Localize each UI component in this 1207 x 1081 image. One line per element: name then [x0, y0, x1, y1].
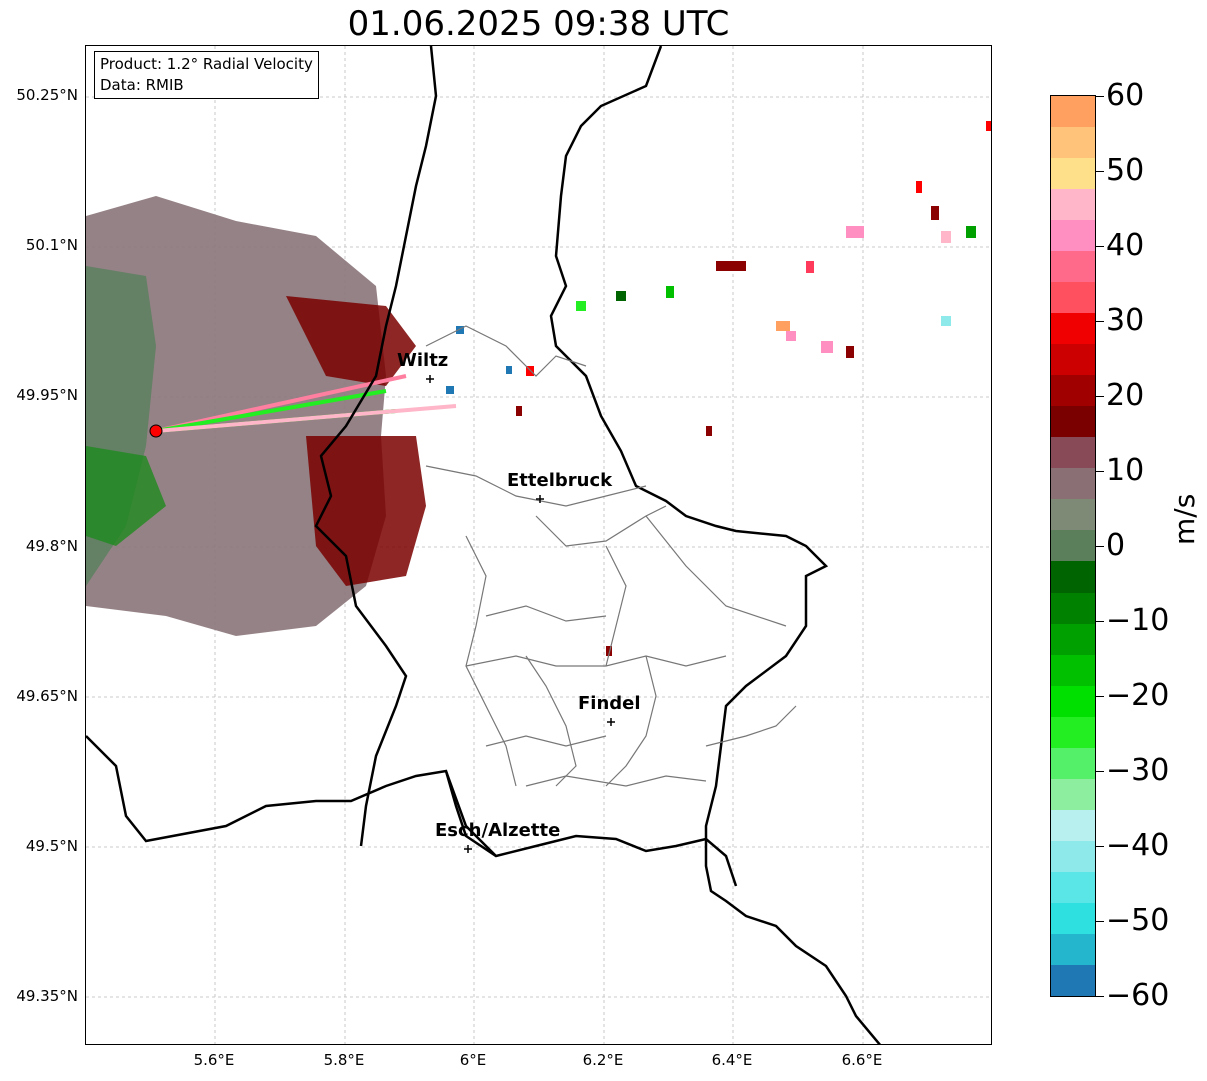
colorbar-segment: [1051, 623, 1095, 655]
lat-label: 49.95°N: [16, 386, 78, 404]
colorbar-segment: [1051, 499, 1095, 531]
map-title: 01.06.2025 09:38 UTC: [347, 4, 730, 44]
colorbar-segment: [1051, 468, 1095, 500]
city-label-wiltz: Wiltz: [397, 350, 449, 371]
lon-label: 6.2°E: [582, 1051, 624, 1069]
colorbar-tick: [1096, 171, 1104, 172]
colorbar-segment: [1051, 282, 1095, 314]
colorbar-tick-label: −20: [1106, 678, 1170, 713]
colorbar-tick: [1096, 96, 1104, 97]
colorbar-tick: [1096, 546, 1104, 547]
colorbar-segment: [1051, 685, 1095, 717]
colorbar-tick: [1096, 771, 1104, 772]
colorbar-tick-label: −10: [1106, 603, 1170, 638]
country-border: [444, 770, 497, 857]
colorbar-tick-label: 20: [1106, 378, 1145, 413]
city-label-ettelbruck: Ettelbruck: [507, 470, 613, 491]
colorbar-segment: [1051, 747, 1095, 779]
colorbar-segment: [1051, 592, 1095, 624]
colorbar-tick-label: −30: [1106, 753, 1170, 788]
country-border: [549, 46, 881, 1044]
colorbar-tick-label: 0: [1106, 528, 1126, 563]
city-label-findel: Findel: [578, 693, 641, 714]
colorbar-segment: [1051, 96, 1095, 128]
colorbar-segment: [1051, 840, 1095, 872]
lon-label: 6°E: [459, 1051, 487, 1069]
colorbar-tick: [1096, 621, 1104, 622]
data-source-label: Data: RMIB: [100, 76, 184, 94]
colorbar-segment: [1051, 220, 1095, 252]
radar-echoes-near: [86, 196, 457, 636]
colorbar-segment: [1051, 778, 1095, 810]
lon-label: 5.6°E: [193, 1051, 235, 1069]
colorbar-segment: [1051, 127, 1095, 159]
colorbar-segment: [1051, 406, 1095, 438]
country-border: [86, 735, 738, 887]
product-label: Product: 1.2° Radial Velocity: [100, 55, 313, 73]
city-markers: [426, 375, 615, 853]
lat-label: 50.1°N: [25, 236, 78, 254]
colorbar-segment: [1051, 809, 1095, 841]
lon-label: 6.4°E: [711, 1051, 753, 1069]
city-label-esch: Esch/Alzette: [435, 820, 561, 841]
colorbar-segment: [1051, 964, 1095, 996]
colorbar-segment: [1051, 654, 1095, 686]
country-border: [314, 46, 438, 847]
colorbar-tick: [1096, 246, 1104, 247]
colorbar-tick: [1096, 396, 1104, 397]
lat-label: 49.35°N: [16, 987, 78, 1005]
product-info-box: Product: 1.2° Radial Velocity Data: RMIB: [94, 51, 319, 99]
colorbar-tick-label: −50: [1106, 903, 1170, 938]
colorbar-segment: [1051, 871, 1095, 903]
colorbar-tick-label: −60: [1106, 978, 1170, 1013]
colorbar-segment: [1051, 530, 1095, 562]
map-canvas: [86, 46, 991, 1044]
colorbar-tick-label: 10: [1106, 453, 1145, 488]
colorbar-segment: [1051, 902, 1095, 934]
lon-label: 5.8°E: [323, 1051, 365, 1069]
colorbar-segment: [1051, 344, 1095, 376]
lat-label: 50.25°N: [16, 86, 78, 104]
lat-label: 49.65°N: [16, 687, 78, 705]
colorbar-unit-label: m/s: [1168, 493, 1201, 545]
radar-site-marker[interactable]: [149, 424, 163, 438]
colorbar-tick: [1096, 696, 1104, 697]
radar-map[interactable]: [85, 45, 992, 1045]
colorbar-segment: [1051, 313, 1095, 345]
colorbar-tick: [1096, 846, 1104, 847]
colorbar-tick: [1096, 996, 1104, 997]
colorbar-segment: [1051, 437, 1095, 469]
colorbar-segment: [1051, 158, 1095, 190]
colorbar-tick-label: 50: [1106, 153, 1145, 188]
radar-echoes-far: [446, 121, 991, 656]
colorbar-tick-label: 60: [1106, 78, 1145, 113]
colorbar-segment: [1051, 933, 1095, 965]
colorbar-tick: [1096, 921, 1104, 922]
colorbar-tick-label: 40: [1106, 228, 1145, 263]
canton-boundaries: [425, 325, 797, 787]
colorbar-segment: [1051, 716, 1095, 748]
colorbar-tick-label: 30: [1106, 303, 1145, 338]
colorbar: [1050, 95, 1096, 997]
colorbar-segment: [1051, 561, 1095, 593]
colorbar-tick: [1096, 321, 1104, 322]
lat-label: 49.8°N: [25, 537, 78, 555]
colorbar-segment: [1051, 251, 1095, 283]
colorbar-tick: [1096, 471, 1104, 472]
colorbar-tick-label: −40: [1106, 828, 1170, 863]
lon-label: 6.6°E: [841, 1051, 883, 1069]
colorbar-segment: [1051, 375, 1095, 407]
colorbar-segment: [1051, 189, 1095, 221]
lat-label: 49.5°N: [25, 837, 78, 855]
